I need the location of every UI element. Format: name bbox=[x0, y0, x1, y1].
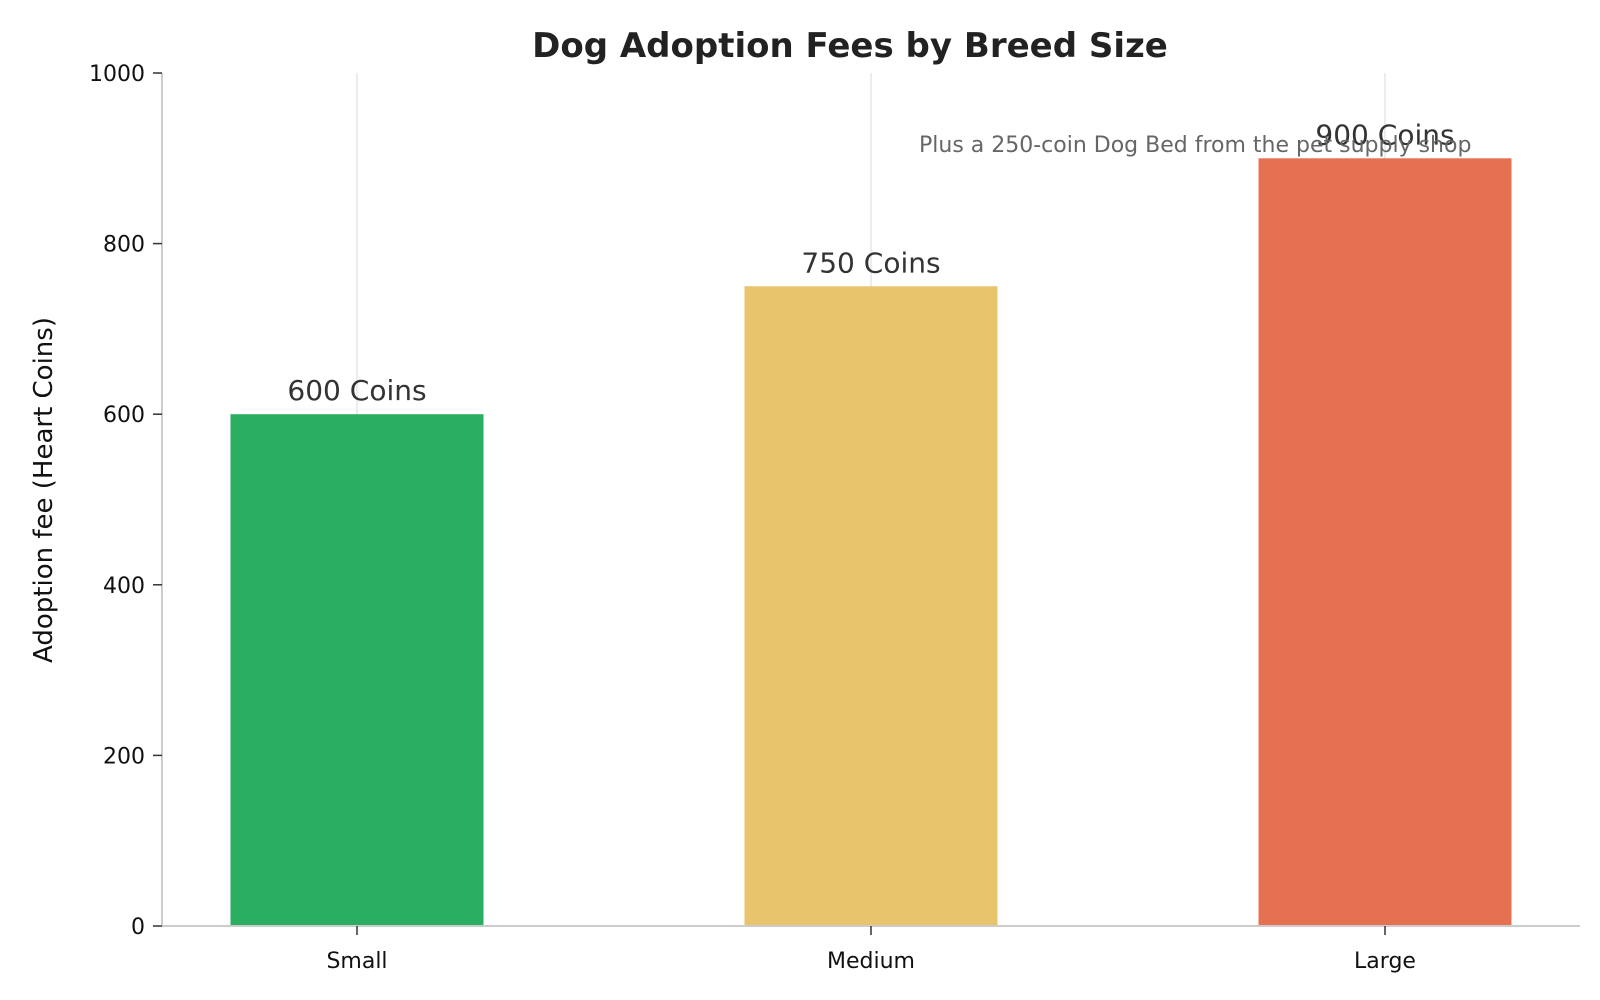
y-tick-label-1000: 1000 bbox=[89, 62, 145, 87]
data-label-small: 600 Coins bbox=[287, 374, 426, 407]
y-axis-label: Adoption fee (Heart Coins) bbox=[29, 317, 59, 663]
y-tick-label-800: 800 bbox=[103, 233, 145, 258]
bars bbox=[230, 158, 1512, 927]
chart-title: Dog Adoption Fees by Breed Size bbox=[532, 26, 1168, 66]
x-tick-label-small: Small bbox=[326, 949, 387, 974]
chart-annotation: Plus a 250-coin Dog Bed from the pet sup… bbox=[919, 133, 1471, 158]
y-tick-label-400: 400 bbox=[103, 574, 145, 599]
x-tick-label-medium: Medium bbox=[827, 949, 915, 974]
data-labels: 600 Coins 750 Coins 900 Coins bbox=[287, 118, 1454, 407]
data-label-large: 900 Coins bbox=[1315, 118, 1454, 151]
bar-large bbox=[1258, 158, 1512, 927]
bar-small bbox=[230, 414, 484, 926]
y-tick-label-200: 200 bbox=[103, 744, 145, 769]
y-tick-label-0: 0 bbox=[131, 915, 145, 940]
y-tick-label-600: 600 bbox=[103, 403, 145, 428]
x-tick-label-large: Large bbox=[1354, 949, 1416, 974]
ticks: 0 200 400 600 800 1000 Small Medium Large bbox=[89, 62, 1416, 974]
data-label-medium: 750 Coins bbox=[801, 246, 940, 279]
bar-medium bbox=[744, 286, 998, 926]
